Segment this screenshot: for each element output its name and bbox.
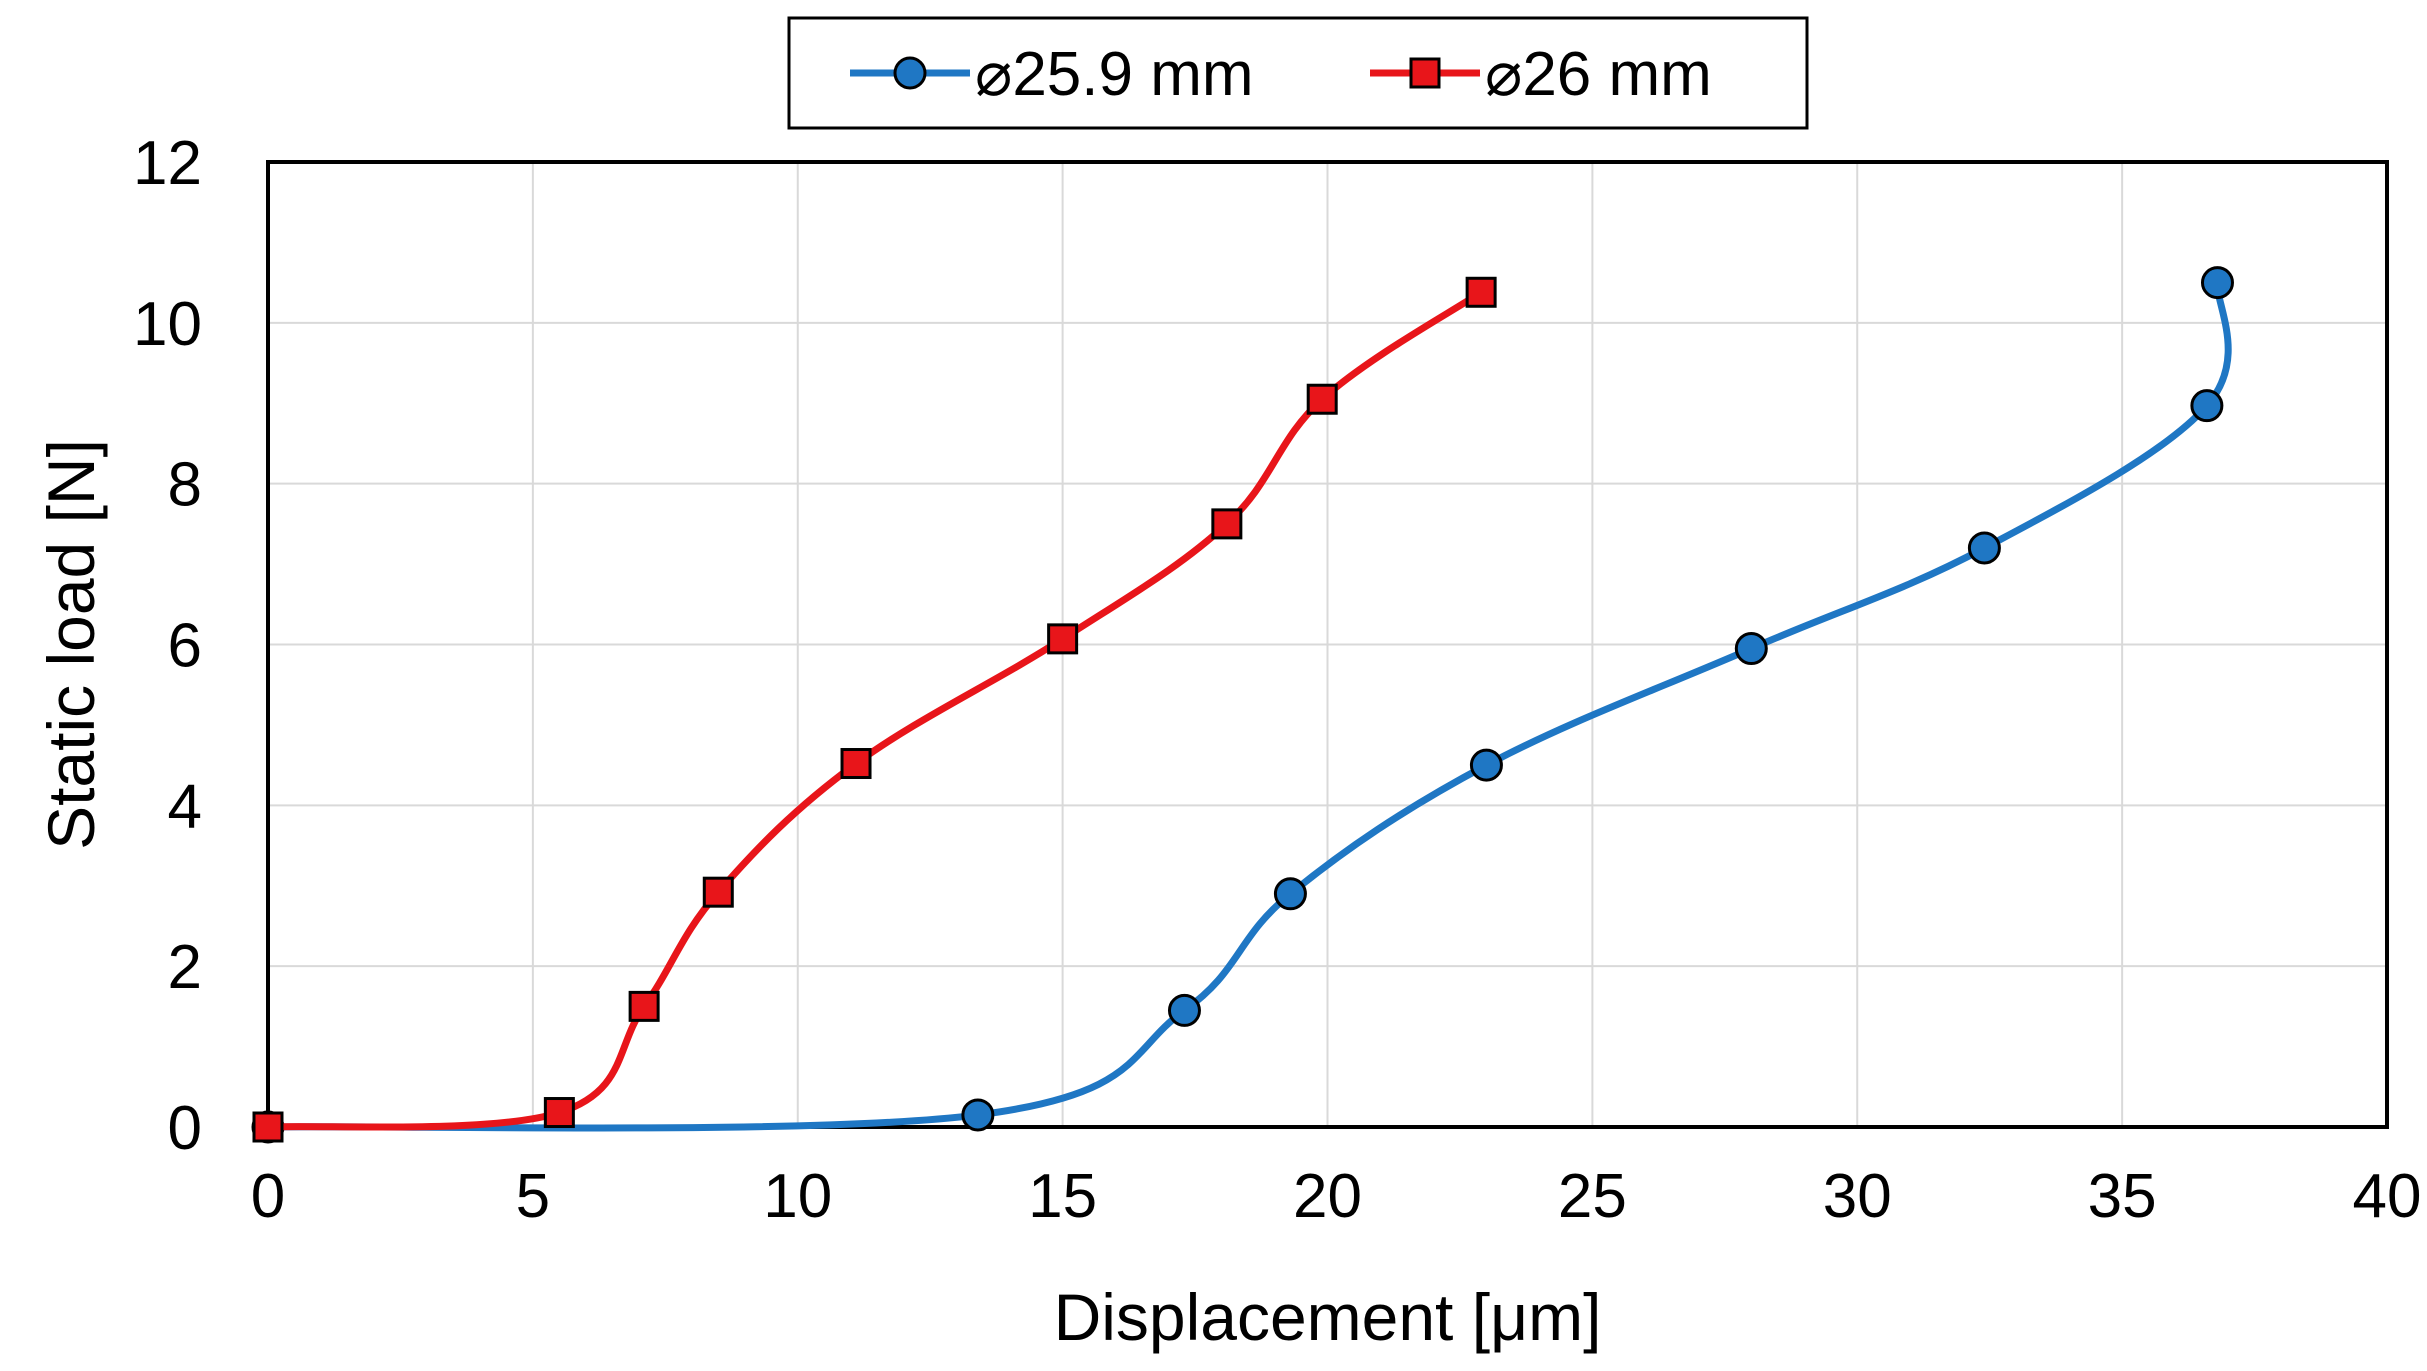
data-point-circle — [961, 1098, 995, 1132]
x-tick-label: 10 — [763, 1162, 832, 1231]
y-tick-label: 2 — [168, 933, 202, 1002]
x-tick-label: 35 — [2088, 1162, 2157, 1231]
series-layer — [251, 266, 2234, 1144]
x-tick-label: 40 — [2353, 1162, 2422, 1231]
data-point-circle — [1967, 531, 2001, 565]
y-tick-label: 0 — [168, 1094, 202, 1163]
x-tick-label: 30 — [1823, 1162, 1892, 1231]
x-axis-title: Displacement [μm] — [1054, 1280, 1602, 1354]
x-tick-label: 0 — [251, 1162, 285, 1231]
data-point-circle — [1734, 632, 1768, 666]
data-point-circle — [1469, 748, 1503, 782]
plot-area-frame — [266, 160, 2389, 1129]
data-point-circle — [2200, 266, 2234, 300]
data-point-square — [1211, 508, 1243, 540]
legend-entry-2: ⌀26 mm — [1370, 40, 1712, 109]
legend: ⌀25.9 mm ⌀26 mm — [787, 16, 1809, 130]
legend-marker-square — [1409, 57, 1441, 89]
data-point-square — [702, 876, 734, 908]
y-axis-tick-labels: 0 2 4 6 8 10 12 — [133, 129, 202, 1163]
y-tick-label: 10 — [133, 290, 202, 359]
legend-label: ⌀25.9 mm — [975, 40, 1254, 109]
data-point-square — [1306, 383, 1338, 415]
y-tick-label: 8 — [168, 451, 202, 520]
y-tick-label: 6 — [168, 612, 202, 681]
data-point-square — [543, 1097, 575, 1129]
x-tick-label: 25 — [1558, 1162, 1627, 1231]
legend-entry-1: ⌀25.9 mm — [850, 40, 1254, 109]
y-tick-label: 12 — [133, 129, 202, 198]
legend-marker-circle — [893, 56, 927, 90]
data-point-square — [1465, 276, 1497, 308]
data-point-square — [1047, 623, 1079, 655]
gridlines — [268, 162, 2387, 1127]
data-point-circle — [1273, 877, 1307, 911]
data-point-square — [252, 1111, 284, 1143]
x-axis-tick-labels: 0 5 10 15 20 25 30 35 40 — [251, 1162, 2422, 1231]
data-point-circle — [2190, 389, 2224, 423]
legend-label: ⌀26 mm — [1485, 40, 1712, 109]
y-axis-title: Static load [N] — [34, 439, 108, 850]
series-2 — [252, 276, 1497, 1143]
data-point-circle — [1167, 993, 1201, 1027]
x-tick-label: 20 — [1293, 1162, 1362, 1231]
x-tick-label: 5 — [516, 1162, 550, 1231]
data-point-square — [628, 990, 660, 1022]
series-1 — [251, 266, 2234, 1144]
x-tick-label: 15 — [1028, 1162, 1097, 1231]
series-line — [264, 279, 2232, 1132]
y-tick-label: 4 — [168, 772, 202, 841]
data-point-square — [840, 748, 872, 780]
